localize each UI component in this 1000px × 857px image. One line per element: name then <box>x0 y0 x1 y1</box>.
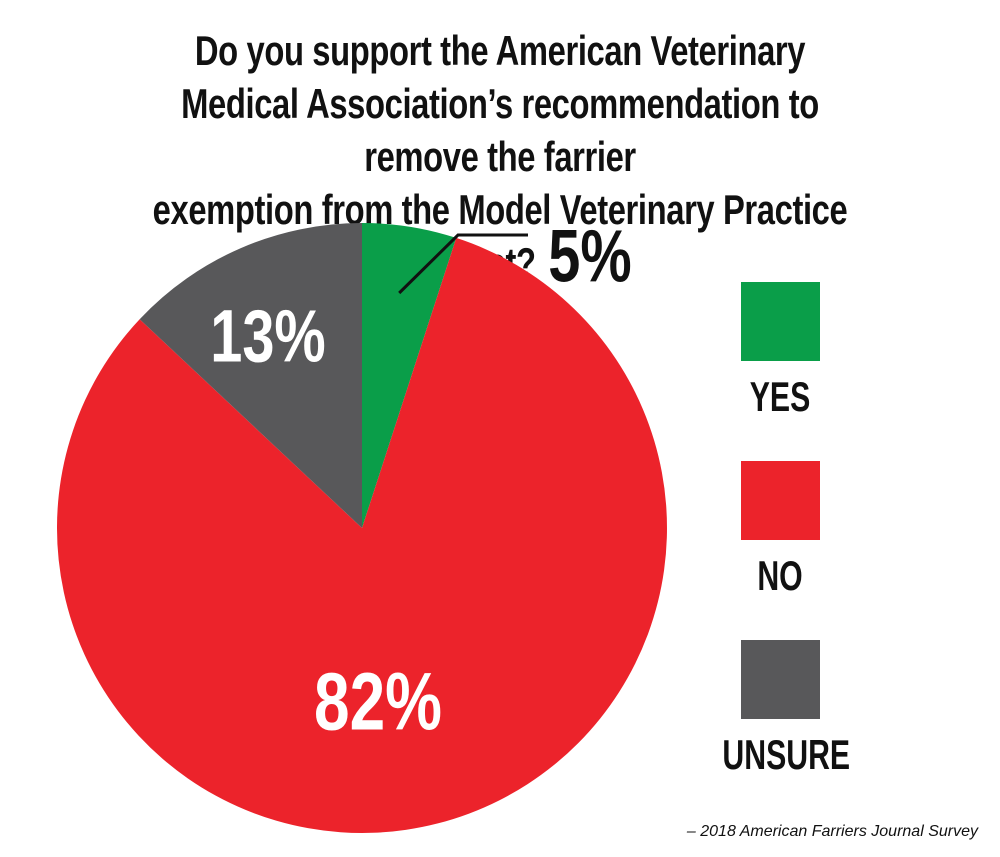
source-note: – 2018 American Farriers Journal Survey <box>686 823 978 840</box>
slice-value-label-no: 82% <box>314 655 442 748</box>
chart-title-line-1: Do you support the American Veterinary <box>194 27 806 74</box>
chart-title-line-2: Medical Association’s recommendation to … <box>181 80 819 180</box>
pie-slice-unsure <box>139 222 362 528</box>
pie-slice-no <box>56 237 667 833</box>
legend-item-no: NO <box>700 461 860 600</box>
legend-item-unsure: UNSURE <box>700 640 860 779</box>
slice-value-label-yes: 5% <box>548 216 631 299</box>
pie-slice-yes <box>362 223 457 528</box>
leader-line-yes <box>398 233 528 295</box>
legend-item-yes: YES <box>700 282 860 421</box>
legend-label-yes: YES <box>749 373 811 420</box>
slice-value-label-unsure: 13% <box>210 296 326 379</box>
legend-label-no: NO <box>757 552 803 599</box>
legend-swatch-unsure <box>740 640 820 719</box>
legend-swatch-no <box>740 461 820 540</box>
legend-label-unsure: UNSURE <box>722 731 851 778</box>
legend-swatch-yes <box>740 282 820 361</box>
